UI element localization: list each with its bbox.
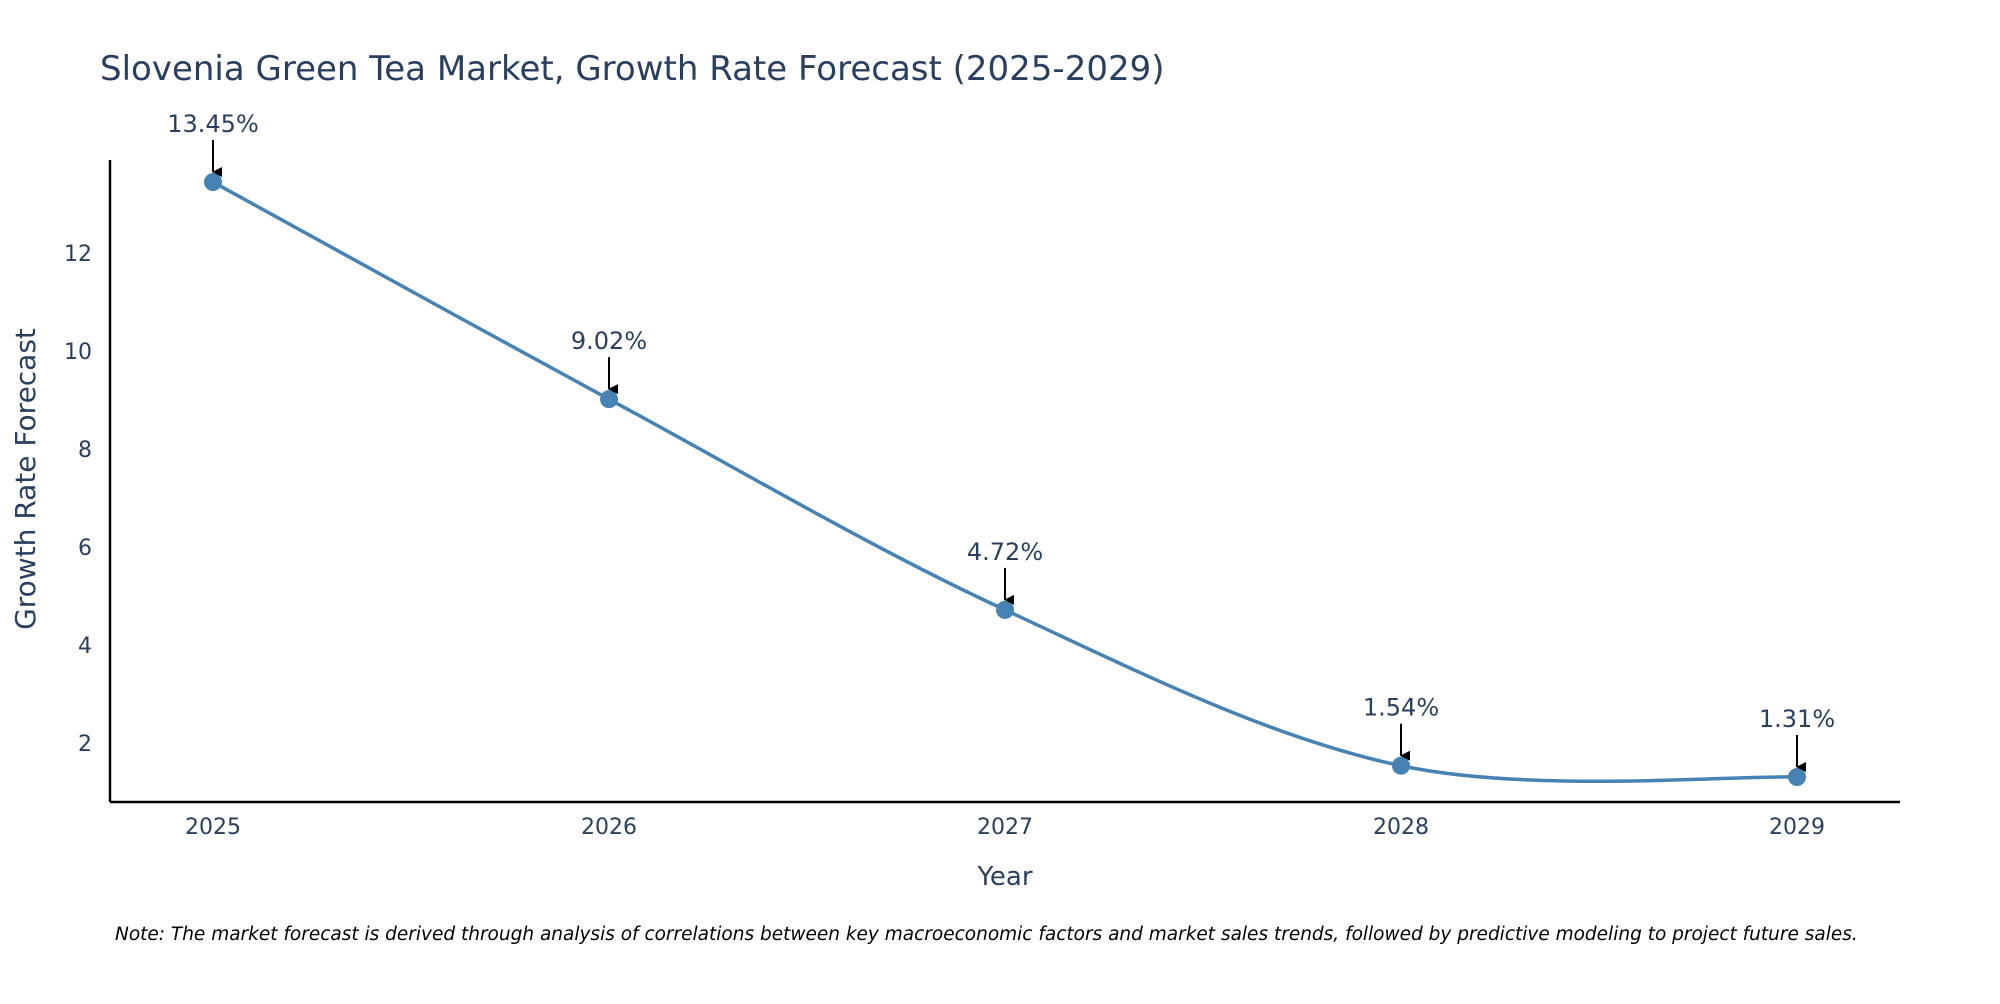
chart-note: Note: The market forecast is derived thr… [115,924,1858,945]
data-label: 4.72% [967,538,1043,566]
data-label: 1.31% [1759,705,1835,733]
series-line-group [212,180,1798,784]
y-tick-label: 10 [64,340,92,365]
data-point [1788,768,1806,787]
data-point [1392,756,1410,775]
x-tick-label: 2027 [977,815,1033,840]
y-tick-label: 4 [78,634,92,659]
data-point [996,600,1014,619]
y-tick-label: 2 [78,732,92,757]
x-tick-label: 2028 [1373,815,1429,840]
y-tick-label: 6 [78,536,92,561]
x-tick-label: 2029 [1769,815,1825,840]
series-line [212,180,1798,784]
axes [108,160,1900,804]
data-point [600,390,618,409]
x-tick-label: 2026 [581,815,637,840]
data-point [204,173,222,192]
y-tick-label: 12 [64,242,92,267]
data-label: 1.54% [1363,694,1439,722]
x-tick-label: 2025 [185,815,241,840]
y-tick-label: 8 [78,438,92,463]
y-axis-title: Growth Rate Forecast [9,328,42,630]
tick-labels: 2 4 6 8 10 12 2025 2026 2027 2028 2029 [64,242,1825,840]
x-axis-title: Year [976,862,1032,892]
chart-title: Slovenia Green Tea Market, Growth Rate F… [100,49,1165,89]
data-points [204,173,1806,787]
data-label: 13.45% [167,110,259,138]
data-label: 9.02% [571,327,647,355]
data-label-annotations: 13.45% 9.02% 4.72% 1.54% 1.31% [167,110,1835,773]
